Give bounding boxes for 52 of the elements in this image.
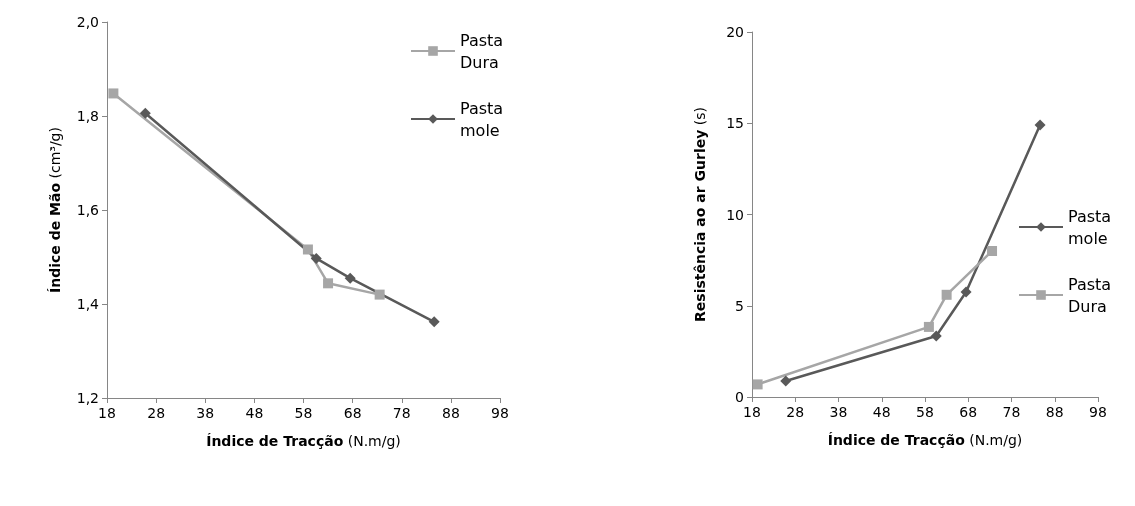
point [344,272,356,284]
point [1034,119,1046,131]
y-tick-label: 10 [726,206,744,223]
point [108,88,119,99]
point [941,289,952,300]
point [323,278,334,289]
x-tick-label: 68 [343,405,362,421]
y-tick-label: 1,2 [76,390,99,406]
x-tick-label: 78 [1002,404,1021,420]
x-axis-title: Índice de Tracção (N.m/g) [827,432,1023,448]
point [987,246,998,256]
point [428,316,440,328]
point [752,379,763,390]
x-tick-label: 18 [743,404,761,420]
x-tick-label: 98 [1089,404,1107,420]
x-tick-label: 18 [98,405,116,421]
y-tick-label: 0 [735,389,744,405]
legend-label: Pasta mole [460,98,509,140]
y-tick-label: 1,4 [76,296,100,312]
y-tick-label: 2,0 [76,14,99,30]
x-tick-label: 28 [786,404,805,420]
y-tick-label: 20 [726,24,744,40]
point [302,244,313,255]
point [139,107,151,119]
point [310,252,322,264]
y-tick-label: 5 [735,297,744,314]
x-tick-label: 48 [245,405,264,421]
point [960,286,972,298]
legend-label: Pasta Dura [1068,274,1117,316]
x-tick-label: 58 [916,404,934,420]
x-tick-label: 48 [872,404,891,420]
x-axis-title: Índice de Tracção (N.m/g) [206,433,401,449]
point [374,289,385,300]
x-tick-label: 98 [491,405,509,421]
x-tick-label: 28 [147,405,166,421]
y-axis-title: Índice de Mão (cm³/g) [47,127,63,293]
point [780,375,792,387]
y-tick-label: 1,8 [76,108,99,124]
x-tick-label: 38 [196,405,215,421]
y-axis-title: Resistência ao ar Gurley (s) [692,107,708,322]
x-tick-label: 88 [1045,404,1064,420]
point [930,330,942,342]
legend-label: Pasta Dura [460,30,509,72]
x-tick-label: 88 [441,405,460,421]
x-tick-label: 68 [959,404,978,420]
y-tick-label: 15 [726,115,744,132]
legend-label: Pasta mole [1068,206,1117,248]
point [923,321,934,332]
x-tick-label: 38 [829,404,848,420]
x-tick-label: 58 [294,405,313,421]
y-tick-label: 1,6 [76,202,100,218]
x-tick-label: 78 [392,405,411,421]
